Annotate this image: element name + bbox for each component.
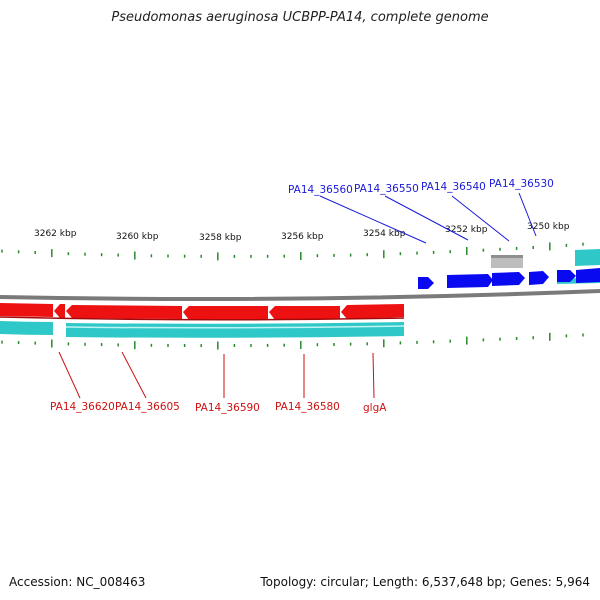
label-PA14_36560[interactable]: PA14_36560	[288, 184, 353, 196]
gene-glgA[interactable]	[341, 304, 404, 319]
gene-PA14_36620[interactable]	[0, 303, 53, 317]
cds-band-highlight	[65, 325, 405, 329]
gene-PA14_36550[interactable]	[492, 272, 525, 286]
label-PA14_36620[interactable]: PA14_36620	[50, 401, 115, 413]
gene-PA14_36530[interactable]	[557, 270, 576, 282]
gene-PA14_36590[interactable]	[66, 305, 182, 319]
leader-PA14_36605	[121, 351, 147, 399]
ruler-label-3256: 3256 kbp	[281, 232, 324, 242]
leader-PA14_36620	[58, 351, 81, 399]
label-PA14_36540[interactable]: PA14_36540	[421, 181, 486, 193]
gene-PA14_36605[interactable]	[54, 304, 65, 318]
cds-band-main	[66, 322, 404, 338]
forward-genes	[418, 268, 600, 289]
label-PA14_36550[interactable]: PA14_36550	[354, 183, 419, 195]
leader-PA14_36550	[384, 195, 469, 241]
gene-PA14_36560[interactable]	[447, 274, 493, 288]
gene-forward-small[interactable]	[418, 277, 434, 289]
ruler-ticks-reverse	[1, 332, 584, 350]
label-PA14_36605[interactable]: PA14_36605	[115, 401, 180, 413]
cds-band-forward-1	[575, 249, 600, 266]
map-title: Pseudomonas aeruginosa UCBPP-PA14, compl…	[111, 10, 489, 25]
ruler-label-3258: 3258 kbp	[199, 233, 242, 243]
label-PA14_36530[interactable]: PA14_36530	[489, 178, 554, 190]
gene-PA14_36580-a[interactable]	[183, 306, 268, 320]
gene-PA14_36540[interactable]	[529, 271, 549, 285]
other-feature-edge	[491, 255, 523, 258]
leader-PA14_36540	[451, 195, 510, 242]
accession-text: Accession: NC_008463	[9, 575, 146, 589]
leader-PA14_36560	[319, 195, 427, 244]
ruler-label-3260: 3260 kbp	[116, 232, 159, 242]
label-PA14_36590[interactable]: PA14_36590	[195, 402, 260, 414]
ruler-label-3250: 3250 kbp	[527, 222, 570, 232]
ruler-label-3262: 3262 kbp	[34, 229, 77, 239]
label-glgA[interactable]: glgA	[363, 402, 387, 414]
reverse-gene-shadow	[0, 316, 405, 321]
reverse-leader-lines	[58, 351, 375, 399]
gene-forward-edge[interactable]	[576, 268, 600, 283]
leader-PA14_36530	[518, 192, 537, 237]
genome-summary-text: Topology: circular; Length: 6,537,648 bp…	[260, 575, 590, 589]
ruler-label-3254: 3254 kbp	[363, 229, 406, 239]
leader-glgA	[372, 352, 375, 399]
forward-leader-lines	[319, 192, 537, 244]
genome-backbone	[0, 289, 600, 301]
cds-band-left	[0, 321, 53, 335]
reverse-genes	[0, 303, 405, 321]
ruler-label-3252: 3252 kbp	[445, 225, 488, 235]
label-PA14_36580[interactable]: PA14_36580	[275, 401, 340, 413]
ruler-ticks-forward	[1, 242, 584, 261]
gene-PA14_36580[interactable]	[269, 306, 340, 320]
other-feature	[491, 255, 523, 268]
